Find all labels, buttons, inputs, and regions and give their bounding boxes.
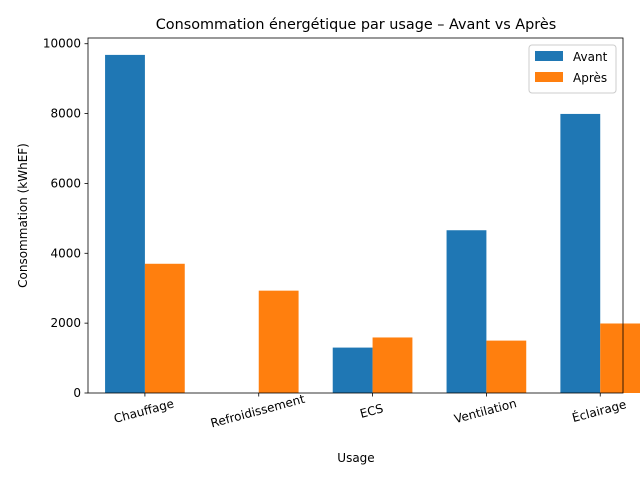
plot-frame xyxy=(87,37,624,394)
y-axis-label: Consommation (kWhEF) xyxy=(16,143,30,288)
legend-swatch-après xyxy=(535,72,563,82)
chart-title: Consommation énergétique par usage – Ava… xyxy=(156,17,556,33)
y-axis-ticks: 0 2000 4000 6000 8000 10000 xyxy=(43,37,88,400)
bar-avant-0 xyxy=(105,54,145,394)
y-tick-label: 0 xyxy=(73,386,81,400)
legend-label-avant: Avant xyxy=(573,50,608,64)
bar-après-3 xyxy=(486,340,527,393)
y-tick-label: 2000 xyxy=(50,316,81,330)
bars-group xyxy=(105,54,640,394)
legend-swatch-avant xyxy=(535,51,563,61)
y-tick-label: 4000 xyxy=(50,246,81,260)
y-tick-label: 10000 xyxy=(43,37,81,51)
bar-après-2 xyxy=(372,337,413,393)
bar-avant-3 xyxy=(446,230,487,393)
legend-label-après: Après xyxy=(573,71,607,85)
y-tick-label: 8000 xyxy=(50,107,81,121)
x-axis-label: Usage xyxy=(337,451,374,465)
x-tick-label: ECS xyxy=(358,401,384,421)
y-tick-label: 6000 xyxy=(50,176,81,190)
bar-après-0 xyxy=(144,263,185,393)
bar-après-4 xyxy=(600,323,640,393)
bar-après-1 xyxy=(258,290,299,393)
bar-avant-2 xyxy=(332,347,373,393)
bar-avant-4 xyxy=(560,113,601,394)
legend: Avant Après xyxy=(528,44,617,94)
